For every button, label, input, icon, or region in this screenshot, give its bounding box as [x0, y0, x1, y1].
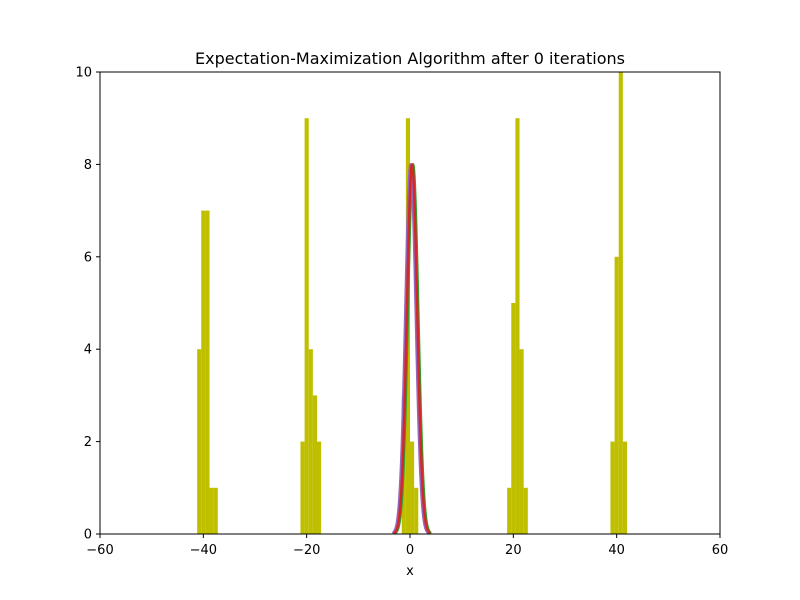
y-tick-label: 2 — [84, 435, 92, 450]
gaussian-curve — [391, 163, 430, 535]
chart-title: Expectation-Maximization Algorithm after… — [195, 49, 625, 68]
x-tick-label: −20 — [293, 543, 320, 558]
x-tick-label: 60 — [712, 543, 729, 558]
gaussian-curve — [393, 163, 431, 535]
x-tick-label: −40 — [190, 543, 217, 558]
histogram-bar — [201, 210, 206, 534]
y-tick-label: 6 — [84, 250, 92, 265]
histogram-bar — [213, 487, 218, 534]
histogram-bar — [205, 210, 210, 534]
histogram-bar — [519, 349, 524, 534]
gaussian-curves — [391, 163, 432, 535]
histogram-bar — [209, 487, 214, 534]
histogram-bar — [622, 441, 627, 534]
histogram-bar — [618, 72, 623, 534]
histogram-bar — [610, 441, 615, 534]
histogram-bar — [523, 487, 528, 534]
x-tick-label: 20 — [505, 543, 522, 558]
x-tick-label: 40 — [608, 543, 625, 558]
histogram-bar — [410, 441, 415, 534]
histogram-bar — [312, 395, 317, 534]
histogram-bar — [507, 487, 512, 534]
y-tick-label: 10 — [75, 66, 92, 81]
x-axis-ticks: −60 −40 −20 0 20 40 60 — [86, 534, 728, 558]
histogram-bar — [308, 349, 313, 534]
histogram-bar — [300, 441, 305, 534]
x-tick-label: −60 — [86, 543, 113, 558]
histogram-bar — [197, 349, 202, 534]
y-axis-ticks: 0 2 4 6 8 10 — [75, 66, 100, 543]
y-tick-label: 0 — [84, 528, 92, 543]
y-tick-label: 8 — [84, 158, 92, 173]
x-axis-label: x — [406, 564, 414, 579]
histogram-bar — [614, 256, 619, 534]
x-tick-label: 0 — [406, 543, 414, 558]
histogram-bar — [317, 441, 322, 534]
y-tick-label: 4 — [84, 343, 92, 358]
histogram-bar — [511, 303, 516, 534]
histogram-bar — [304, 118, 309, 534]
histogram-bar — [414, 487, 419, 534]
histogram-bar — [515, 118, 520, 534]
